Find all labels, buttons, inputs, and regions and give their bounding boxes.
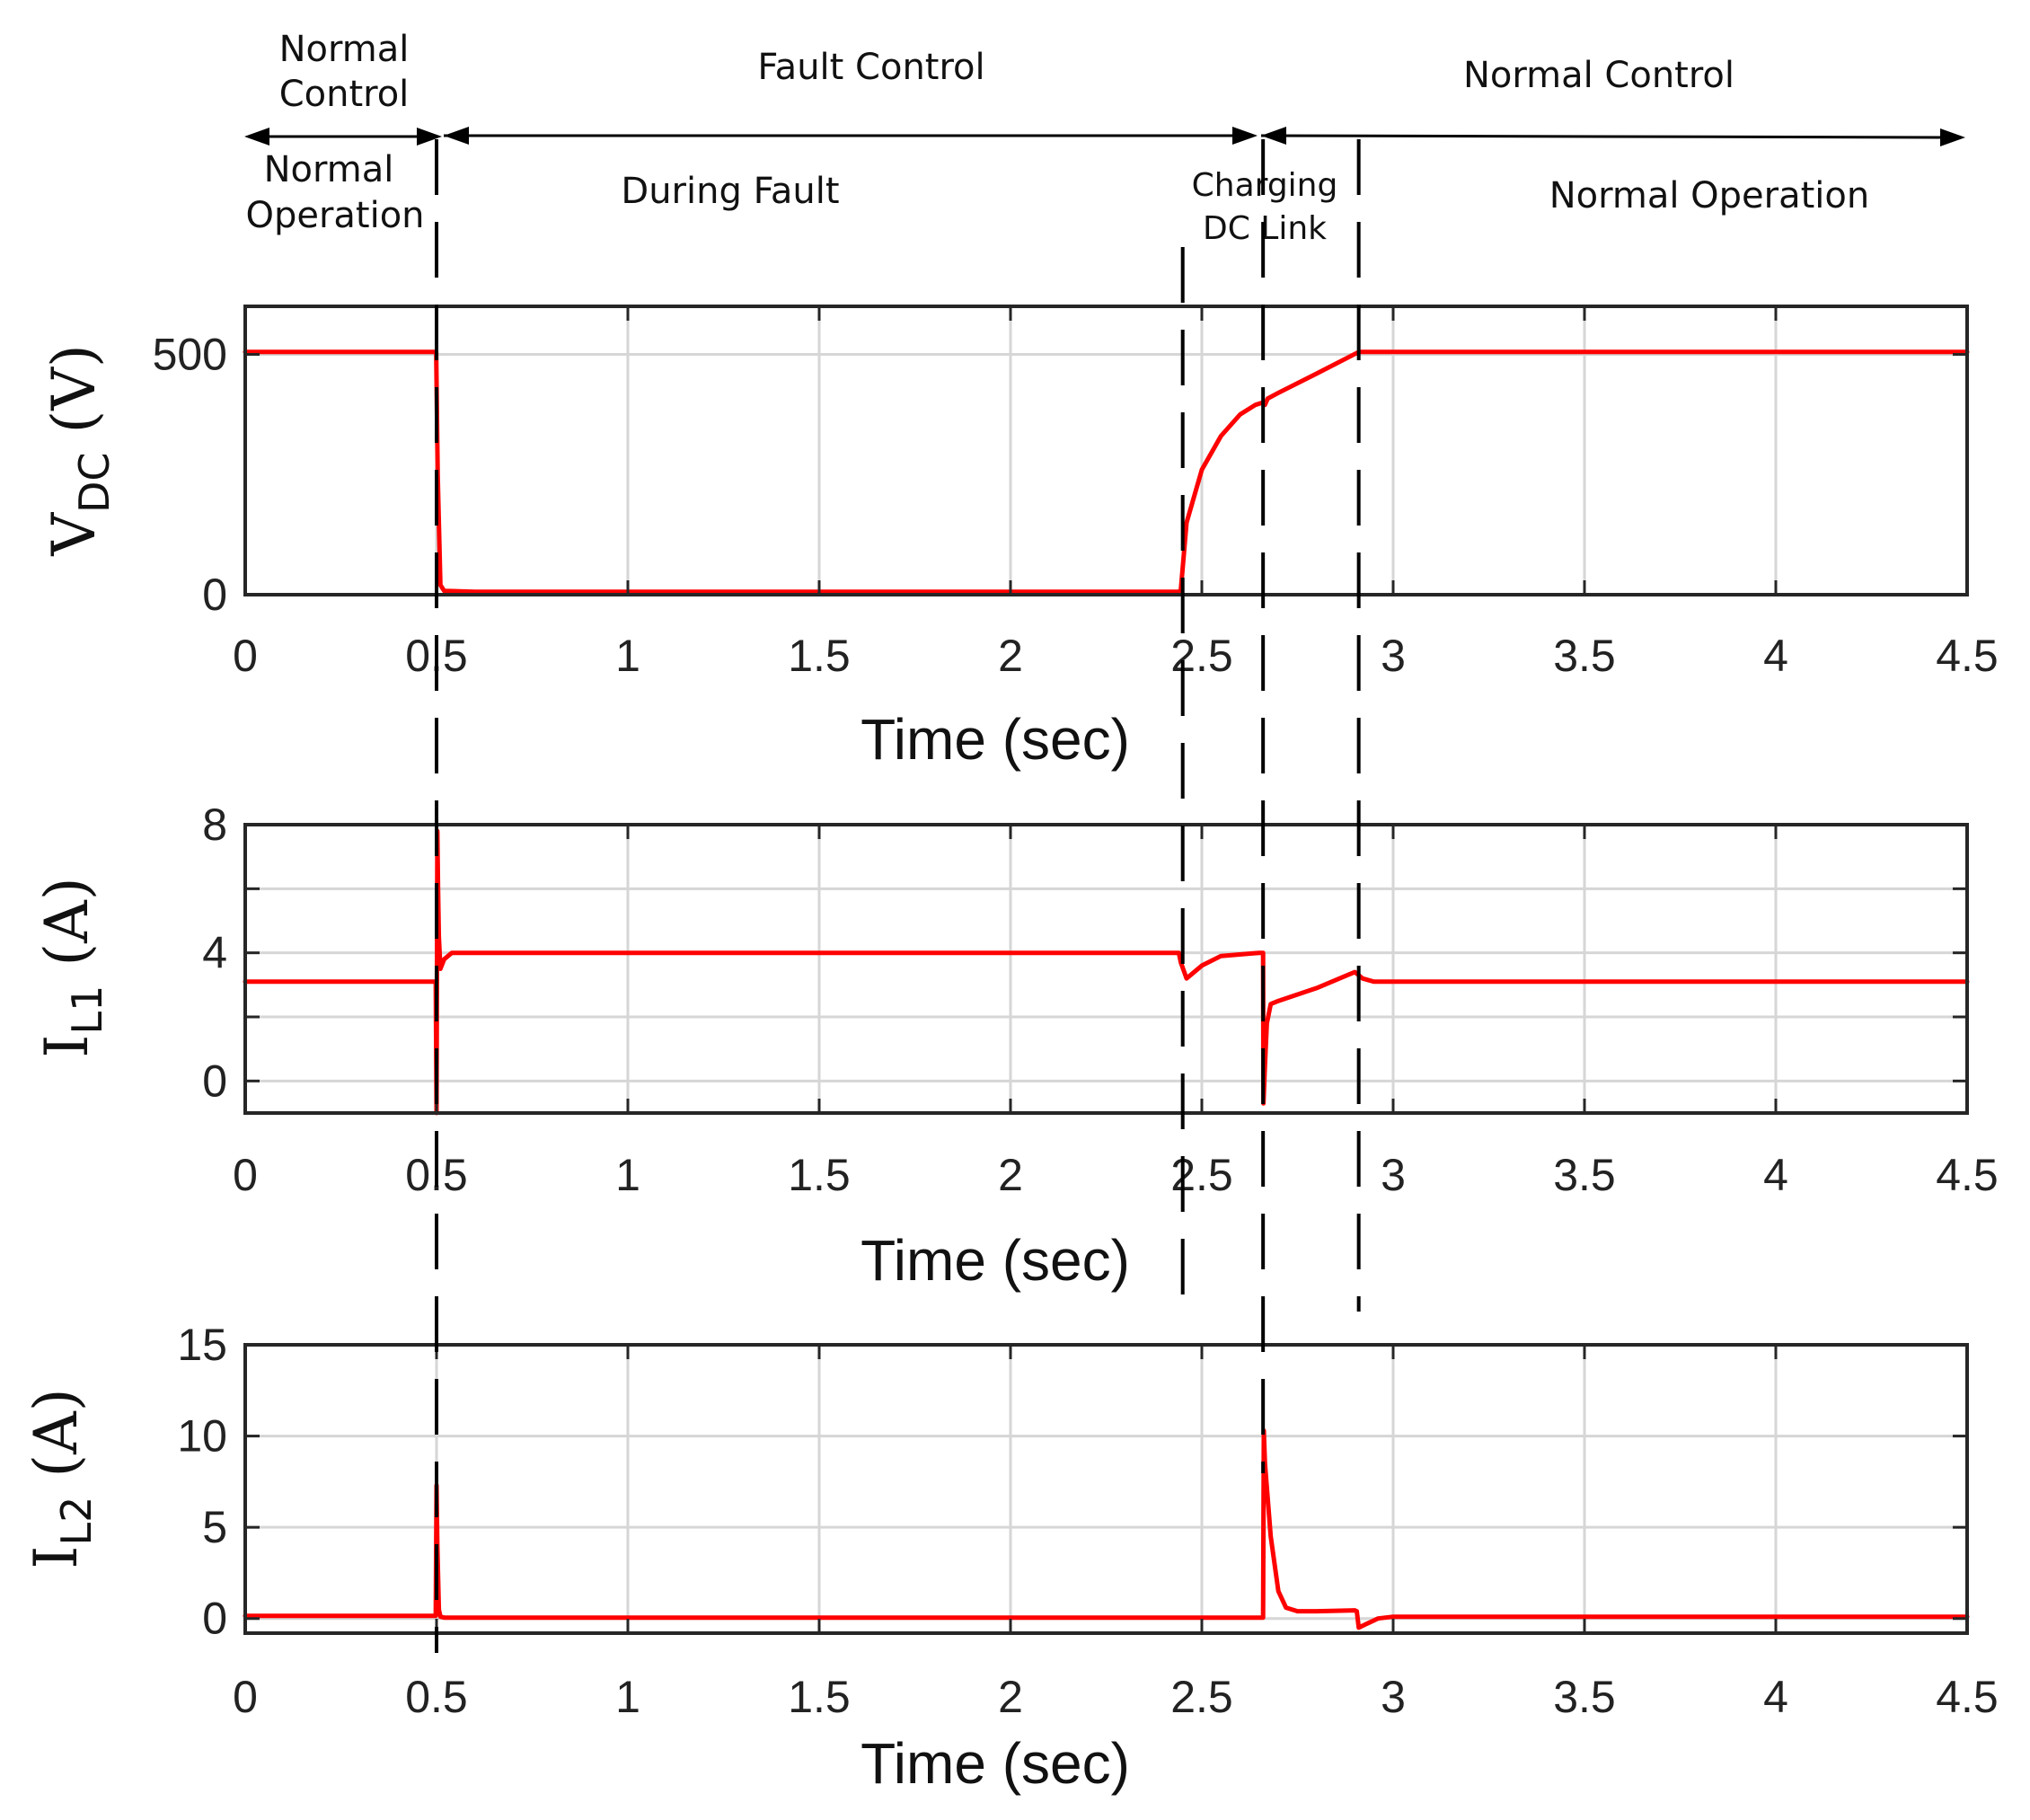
xtick-label-il1: 0: [233, 1150, 258, 1200]
xtick-label-il1: 3.5: [1553, 1150, 1616, 1200]
xtick-label-il2: 3: [1381, 1672, 1406, 1722]
series-line-VDC: [243, 349, 1970, 595]
xtick-label-il1: 4.5: [1936, 1150, 1999, 1200]
xtick-label-il2: 2.5: [1170, 1672, 1233, 1722]
xtick-label-il2: 2: [998, 1672, 1023, 1722]
arrowhead-left-1: [244, 128, 269, 146]
stage-label-normal-operation-line2: Operation: [245, 195, 424, 236]
xtick-label-il2: 0: [233, 1672, 258, 1722]
ytick-label-il2: 10: [177, 1411, 227, 1462]
xlabel-vdc: Time (sec): [861, 707, 1130, 772]
ytick-label-il1: 4: [202, 928, 227, 978]
phase-label-normal-control-line1: Normal: [279, 29, 410, 70]
xtick-label-il2: 4: [1763, 1672, 1788, 1722]
xtick-label-il2: 1.5: [788, 1672, 851, 1722]
xtick-label-vdc: 2.5: [1170, 631, 1233, 681]
ytick-label-il2: 0: [202, 1594, 227, 1644]
xtick-label-il2: 4.5: [1936, 1672, 1999, 1722]
xtick-label-vdc: 2: [998, 631, 1023, 681]
xtick-label-il2: 1: [615, 1672, 640, 1722]
xlabel-il2: Time (sec): [861, 1731, 1130, 1796]
xtick-label-il2: 0.5: [405, 1672, 468, 1722]
xtick-label-il1: 3: [1381, 1150, 1406, 1200]
series-line-IL1: [243, 828, 1970, 1116]
xtick-label-vdc: 4.5: [1936, 631, 1999, 681]
xtick-label-il1: 1.5: [788, 1150, 851, 1200]
xtick-label-il1: 2: [998, 1150, 1023, 1200]
xtick-label-il1: 4: [1763, 1150, 1788, 1200]
xtick-label-il1: 2.5: [1170, 1150, 1233, 1200]
axes-frame-vdc: [243, 305, 1969, 596]
phase-label-fault-control: Fault Control: [757, 47, 984, 88]
xtick-label-vdc: 4: [1763, 631, 1788, 681]
phase-arrow-normal-control-right: [1260, 134, 1963, 139]
ytick-label-il2: 5: [202, 1502, 227, 1552]
xtick-label-il1: 1: [615, 1150, 640, 1200]
ytick-label-il2: 15: [177, 1320, 227, 1370]
ytick-label-il1: 8: [202, 800, 227, 850]
xtick-label-il2: 3.5: [1553, 1672, 1616, 1722]
phase-label-normal-control-line2: Control: [279, 74, 410, 115]
stage-label-normal-operation-line1: Normal: [264, 149, 394, 190]
axes-frame-il2: [243, 1343, 1969, 1635]
event-markers: [435, 139, 1361, 1653]
stage-label-during-fault: During Fault: [621, 171, 839, 212]
arrowhead-right-2: [1232, 127, 1258, 145]
phase-label-normal-control-right: Normal Control: [1463, 55, 1734, 96]
ylabel-vdc: VDC (V): [40, 344, 119, 556]
arrowhead-left-3: [1261, 127, 1286, 145]
ytick-label-vdc: 500: [153, 330, 227, 380]
xtick-label-vdc: 0: [233, 631, 258, 681]
ylabel-il2: IL2 (A): [22, 1388, 101, 1568]
xtick-label-vdc: 1.5: [788, 631, 851, 681]
panel-il2: 0 0.5 1 1.5 2 2.5 3 3.5 4 4.5 0 5 10 15 IL2 (A) Time …: [22, 1320, 1999, 1796]
ytick-label-vdc: 0: [202, 570, 227, 620]
ytick-label-il1: 0: [202, 1056, 227, 1106]
xtick-label-vdc: 3: [1381, 631, 1406, 681]
xlabel-il1: Time (sec): [861, 1228, 1130, 1293]
axes-frame-il1: [243, 823, 1969, 1115]
xtick-label-vdc: 3.5: [1553, 631, 1616, 681]
xtick-label-vdc: 1: [615, 631, 640, 681]
stage-label-normal-operation-right: Normal Operation: [1549, 175, 1870, 216]
arrowhead-right-1: [417, 128, 442, 146]
phase-annotations: Normal Control Fault Control Normal Cont…: [244, 29, 1965, 247]
arrowhead-right-3: [1940, 128, 1965, 146]
ylabel-il1: IL1 (A): [32, 877, 111, 1057]
series-line-IL2: [243, 1428, 1970, 1630]
arrowhead-left-2: [444, 127, 469, 145]
